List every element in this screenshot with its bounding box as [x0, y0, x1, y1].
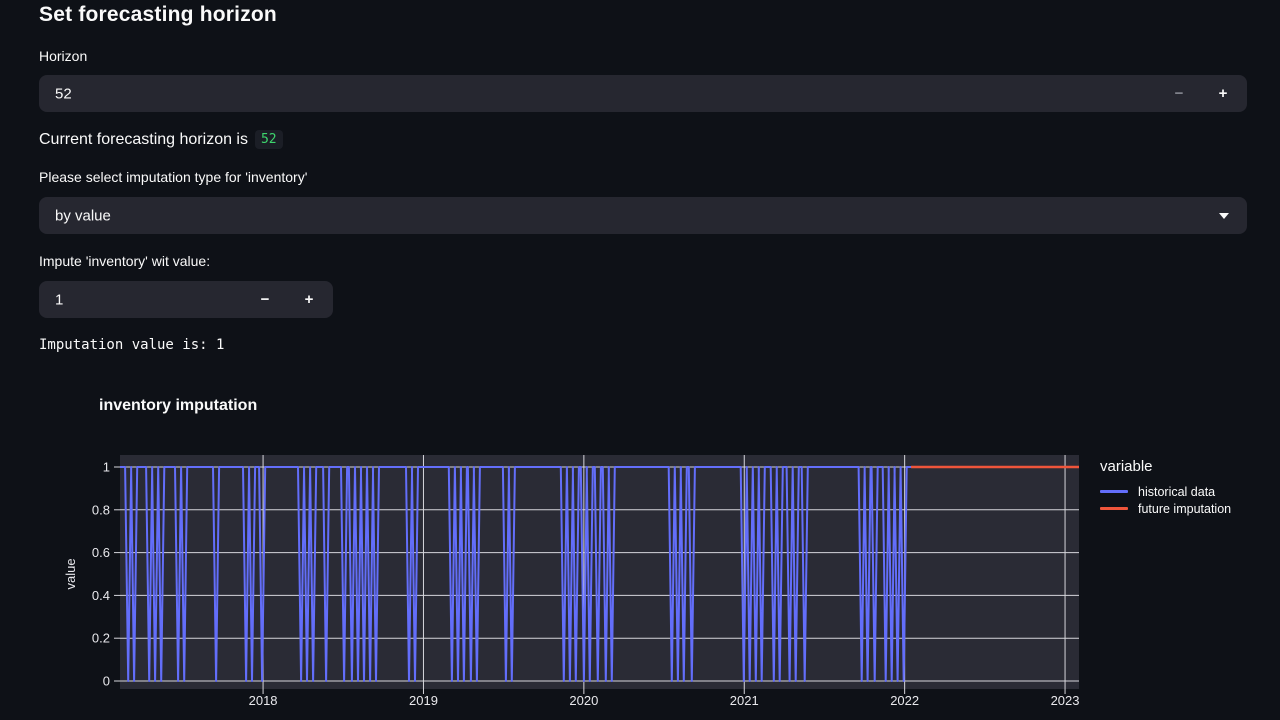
imputation-value-text: Imputation value is: 1 [39, 337, 225, 353]
svg-text:1: 1 [103, 460, 110, 475]
svg-text:0.6: 0.6 [92, 545, 110, 560]
svg-text:0.2: 0.2 [92, 631, 110, 646]
horizon-increment-button[interactable]: + [1203, 75, 1243, 112]
horizon-decrement-button[interactable]: − [1159, 75, 1199, 112]
legend-swatch-future-imputation [1100, 507, 1128, 510]
chart-legend: variable historical data future imputati… [1100, 458, 1231, 517]
imputation-type-label: Please select imputation type for 'inven… [39, 169, 308, 185]
legend-item-historical-data: historical data [1100, 483, 1231, 500]
impute-value-number-input[interactable]: 1 − + [39, 281, 333, 318]
horizon-caption-text: Current forecasting horizon is [39, 130, 248, 148]
impute-decrement-button[interactable]: − [245, 281, 285, 318]
horizon-label: Horizon [39, 48, 88, 64]
svg-text:2021: 2021 [730, 693, 759, 708]
legend-label-future-imputation: future imputation [1138, 501, 1232, 516]
svg-text:2018: 2018 [249, 693, 278, 708]
svg-text:2023: 2023 [1051, 693, 1080, 708]
chevron-down-icon [1219, 213, 1229, 219]
horizon-number-input[interactable]: 52 − + [39, 75, 1247, 112]
legend-title: variable [1100, 458, 1153, 475]
impute-increment-button[interactable]: + [289, 281, 329, 318]
legend-swatch-historical-data [1100, 490, 1128, 493]
horizon-caption: Current forecasting horizon is 52 [39, 130, 283, 149]
svg-text:0.4: 0.4 [92, 588, 110, 603]
horizon-input-value[interactable]: 52 [55, 85, 72, 102]
legend-item-future-imputation: future imputation [1100, 500, 1231, 517]
page-title: Set forecasting horizon [39, 3, 277, 26]
imputation-type-value: by value [55, 207, 111, 224]
chart-title: inventory imputation [99, 397, 258, 414]
inventory-imputation-chart: 0 0.2 0.4 0.6 0.8 1 2018 2019 2020 2021 2022 2023 va… [63, 455, 1080, 708]
svg-text:value: value [63, 558, 78, 589]
svg-text:0.8: 0.8 [92, 502, 110, 517]
impute-value-label: Impute 'inventory' wit value: [39, 253, 211, 269]
svg-text:2019: 2019 [409, 693, 438, 708]
svg-text:2022: 2022 [890, 693, 919, 708]
impute-value-input-value[interactable]: 1 [55, 291, 64, 308]
svg-text:0: 0 [103, 674, 110, 689]
svg-text:2020: 2020 [569, 693, 598, 708]
horizon-value-badge: 52 [254, 130, 283, 149]
imputation-type-select[interactable]: by value [39, 197, 1247, 234]
legend-label-historical-data: historical data [1138, 484, 1216, 499]
